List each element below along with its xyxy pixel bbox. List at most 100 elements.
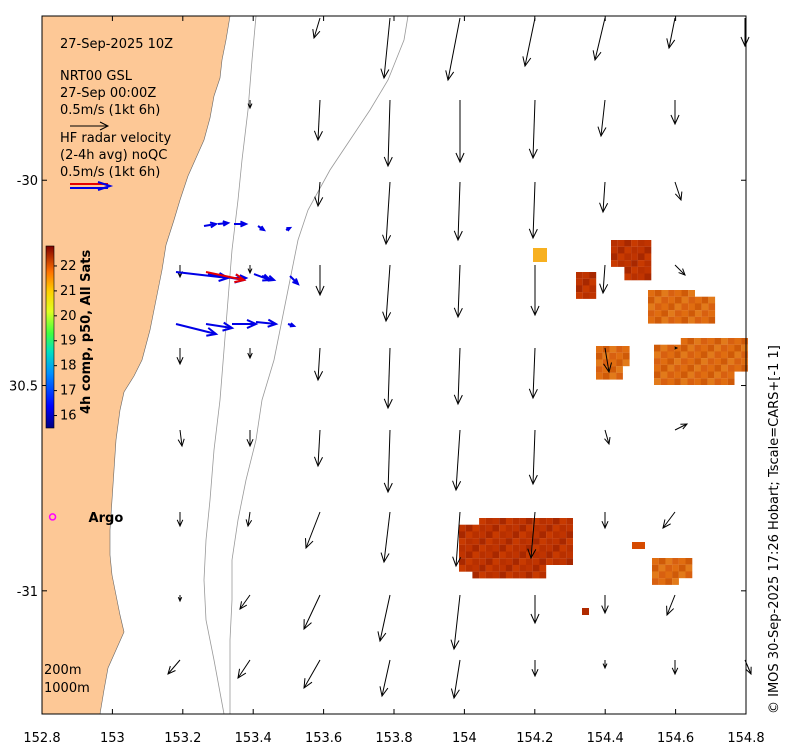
sst-pixel [674,316,682,324]
model-velocity-arrow [602,660,608,670]
x-tick-label: 153.2 [164,731,201,746]
sst-pixel [707,378,715,385]
sst-pixel [660,378,668,385]
sst-pixel [576,272,583,279]
sst-pixel [472,571,480,579]
sst-pixel [582,285,590,293]
sst-pixel [654,378,661,385]
sst-pixel [727,351,735,359]
sst-pixel [552,558,560,565]
sst-pixel [654,303,662,311]
model-velocity-arrow [531,660,539,678]
sst-pixel [465,564,473,572]
sst-pixel [465,524,473,532]
model-velocity-arrow [167,659,181,675]
sst-pixel [505,518,513,525]
sst-pixel [459,551,466,559]
sst-pixel [721,364,728,372]
sst-pixel [492,538,500,545]
sst-pixel [654,364,661,372]
sst-pixel [526,544,533,552]
sst-pixel [582,278,590,286]
hf-radar-velocity-arrows [175,220,300,337]
sst-pixel [459,564,466,572]
sst-pixel [526,524,533,532]
sst-pixel [485,544,493,552]
sst-pixel [492,524,500,532]
sst-pixel [505,538,513,545]
sst-pixel [611,246,618,254]
map-title: 27-Sep-2025 10Z [60,37,173,52]
sst-pixel [681,316,689,324]
radar-scale-text: 0.5m/s (1kt 6h) [60,165,160,180]
model-velocity-arrow [599,181,609,214]
sst-pixel [668,290,675,297]
model-velocity-arrow [453,181,463,242]
sst-pixel [519,571,527,579]
sst-pixel [512,571,520,579]
sst-pixel [505,558,513,565]
sst-pixel [589,278,597,286]
argo-label: Argo [89,511,124,526]
sst-pixel [459,524,466,532]
sst-pixel [465,551,473,559]
contour-200m [203,15,257,715]
colorbar-tick-label: 22 [60,259,77,274]
x-tick-label: 154.6 [657,731,694,746]
sst-pixel [637,266,645,274]
sst-pixel [721,344,728,352]
sst-pixel [472,531,480,539]
model-velocity-arrow [383,347,393,410]
sst-pixel [624,260,632,267]
sst-pixel [505,564,513,572]
y-axis-ticks: -30 30.5 -31 [9,174,746,600]
model-velocity-arrow [453,264,463,319]
sst-pixel [687,351,695,359]
model-velocity-arrow [530,595,540,625]
sst-pixel [708,316,716,324]
sst-pixel [680,364,688,372]
sst-pixel [660,364,668,372]
sst-pixel [526,538,533,545]
sst-pixel [602,346,610,353]
sst-pixel [661,296,669,304]
sst-pixel [672,564,679,572]
sst-pixel [526,518,533,525]
colorbar-ticks: 16 17 18 19 20 21 22 [54,259,77,424]
sst-pixel [539,558,547,565]
sst-pixel [499,564,506,572]
sst-pixel [685,564,693,572]
sst-pixel [472,544,480,552]
sst-pixel [714,344,722,352]
sst-pixel [611,253,618,261]
colorbar-tick-label: 19 [60,334,77,349]
sst-pixel [714,358,722,365]
sst-pixel [700,358,708,365]
radar-velocity-arrow [261,274,277,282]
sst-pixel [660,351,668,359]
sst-pixel [485,524,493,532]
sst-pixel [672,578,679,585]
model-velocity-arrow [601,512,609,530]
sst-pixel [624,266,632,274]
sst-pixel [667,371,675,379]
sst-pixel [479,564,486,572]
sst-pixel [708,310,716,317]
sst-pixel [539,564,547,572]
sst-pixel [559,551,567,559]
sst-pixel [685,558,693,565]
sst-pixel [499,518,506,525]
sst-pixel [546,551,553,559]
sst-pixel [668,310,675,317]
sst-pixel [539,518,547,525]
model-velocity-arrow [452,429,462,492]
model-velocity-arrow [380,511,391,564]
radar-velocity-arrow [287,322,297,328]
sst-pixel [631,260,638,267]
sst-pixel [680,371,688,379]
sst-pixel [479,558,486,565]
sst-pixel [492,531,500,539]
sst-pixel [680,344,688,352]
sst-pixel [479,551,486,559]
sst-pixel [465,544,473,552]
